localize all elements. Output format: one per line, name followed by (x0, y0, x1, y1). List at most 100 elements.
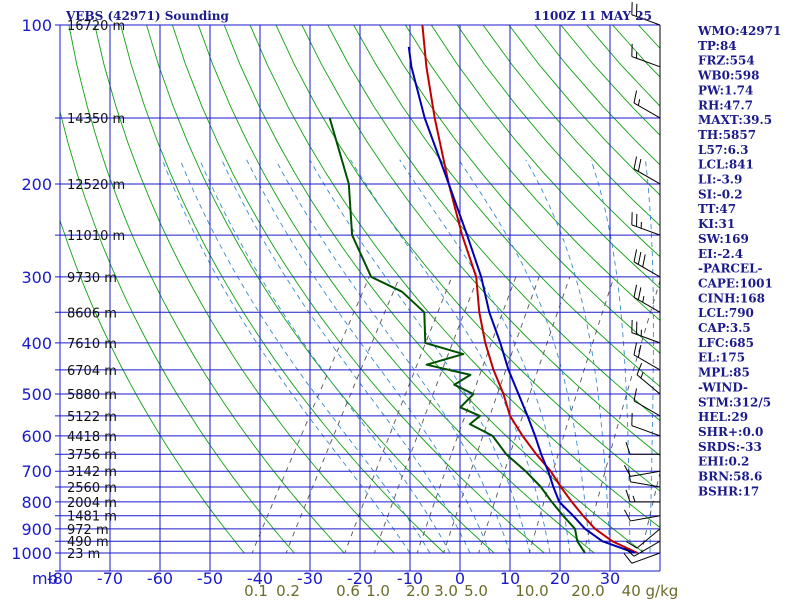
pressure-tick-label: 400 (21, 334, 52, 353)
x-tick-label: -50 (197, 569, 223, 588)
height-label: 12520 m (67, 178, 125, 193)
wind-barb (631, 2, 661, 26)
height-label: 2004 m (67, 496, 117, 511)
index-value: BSHR:17 (698, 484, 759, 498)
height-label: 23 m (67, 547, 100, 562)
dry-adiabat-line (301, 25, 660, 457)
mixing-ratio-label: 0.6 (336, 582, 360, 600)
pressure-tick-label: 500 (21, 385, 52, 404)
moist-adiabat-line (525, 159, 611, 553)
height-label: 3142 m (67, 465, 117, 480)
index-value: SI:-0.2 (698, 187, 743, 201)
index-value: SHR+:0.0 (698, 425, 763, 439)
index-value: PW:1.74 (698, 83, 753, 97)
height-label: 6704 m (67, 364, 117, 379)
index-value: WB0:598 (697, 69, 759, 83)
dry-adiabat-line (60, 109, 295, 553)
x-tick-label: 30 (600, 569, 620, 588)
moist-adiabat-line (275, 159, 511, 553)
moist-adiabat-line (590, 159, 631, 553)
wind-barb (633, 249, 661, 278)
dry-adiabat-line (94, 25, 395, 553)
wind-barb (633, 90, 661, 119)
height-label: 16720 m (67, 19, 125, 34)
x-tick-label: -40 (247, 569, 273, 588)
dry-adiabat-line (456, 25, 660, 258)
height-label: 11010 m (67, 229, 125, 244)
moist-adiabat-line (199, 159, 451, 553)
height-label: 8606 m (67, 306, 117, 321)
height-label: 972 m (67, 523, 109, 538)
x-tick-label: -20 (347, 569, 373, 588)
x-tick-label: -30 (297, 569, 323, 588)
wind-barb (625, 442, 660, 455)
wind-barb (633, 284, 661, 313)
dry-adiabat-line (353, 25, 660, 388)
wind-barb (633, 156, 661, 185)
dry-adiabat-line (275, 25, 660, 492)
pressure-tick-label: 1000 (11, 544, 52, 563)
index-value: KI:31 (698, 217, 735, 231)
index-value: -WIND- (698, 380, 748, 394)
mixing-ratio-line (416, 276, 517, 553)
moist-adiabat-line (179, 159, 431, 553)
x-tick-label: 0 (455, 569, 465, 588)
index-value: L57:6.3 (698, 143, 748, 157)
index-value: CAP:3.5 (698, 321, 751, 335)
height-label: 490 m (67, 535, 109, 550)
index-value: LCL:790 (698, 306, 754, 320)
x-axis-unit-label: mb (32, 569, 58, 588)
wind-barb (623, 509, 661, 522)
mixing-ratio-line (373, 276, 479, 553)
x-tick-label: -60 (147, 569, 173, 588)
pressure-tick-label: 700 (21, 462, 52, 481)
pressure-tick-label: 900 (21, 520, 52, 539)
mixing-ratio-label: 3.0 (434, 582, 458, 600)
pressure-tick-label: 200 (21, 175, 52, 194)
index-value: LFC:685 (698, 336, 754, 350)
dry-adiabat-line (146, 25, 495, 553)
index-value: TP:84 (698, 39, 737, 53)
index-value: RH:47.7 (698, 98, 753, 112)
dry-adiabat-line (327, 25, 660, 422)
x-tick-label: -10 (397, 569, 423, 588)
mixing-ratio-line (285, 276, 401, 553)
mixing-ratio-label: 5.0 (464, 582, 488, 600)
wind-barb (625, 528, 661, 549)
index-value: LCL:841 (698, 158, 754, 172)
wind-barb (631, 212, 661, 236)
index-value: BRN:58.6 (698, 470, 762, 484)
mixing-ratio-label: 2.0 (406, 582, 430, 600)
dry-adiabat-line (379, 25, 660, 354)
mixing-ratio-label: 10.0 (515, 582, 548, 600)
chart-timestamp: 1100Z 11 MAY 25 (533, 9, 652, 23)
index-value: WMO:42971 (697, 24, 781, 38)
indices-panel: WMO:42971TP:84FRZ:554WB0:598PW:1.74RH:47… (697, 24, 781, 498)
pressure-tick-label: 600 (21, 427, 52, 446)
dry-adiabat-line (120, 25, 445, 553)
index-value: MAXT:39.5 (698, 113, 772, 127)
chart-title: VEBS (42971) Sounding (65, 9, 230, 23)
wind-barb (633, 342, 661, 371)
pressure-tick-label: 800 (21, 493, 52, 512)
mixing-ratio-label: 0.2 (276, 582, 300, 600)
index-value: EI:-2.4 (698, 247, 743, 261)
height-label: 14350 m (67, 112, 125, 127)
index-value: STM:312/5 (698, 395, 771, 409)
moist-adiabat-line (644, 159, 654, 553)
wind-barb (623, 552, 661, 564)
index-value: -PARCEL- (698, 262, 763, 276)
mixing-ratio-line (478, 276, 571, 553)
wind-barb (631, 412, 661, 437)
wind-barb (624, 540, 661, 557)
sounding-profile-line-3 (328, 117, 586, 553)
height-label: 2560 m (67, 481, 117, 496)
index-value: CINH:168 (698, 291, 765, 305)
mixing-ratio-line (344, 276, 453, 553)
dry-adiabat-line (430, 25, 660, 289)
index-value: TH:5857 (698, 128, 756, 142)
mixing-ratio-label: 40 g/kg (622, 582, 679, 600)
x-tick-label: 20 (550, 569, 570, 588)
